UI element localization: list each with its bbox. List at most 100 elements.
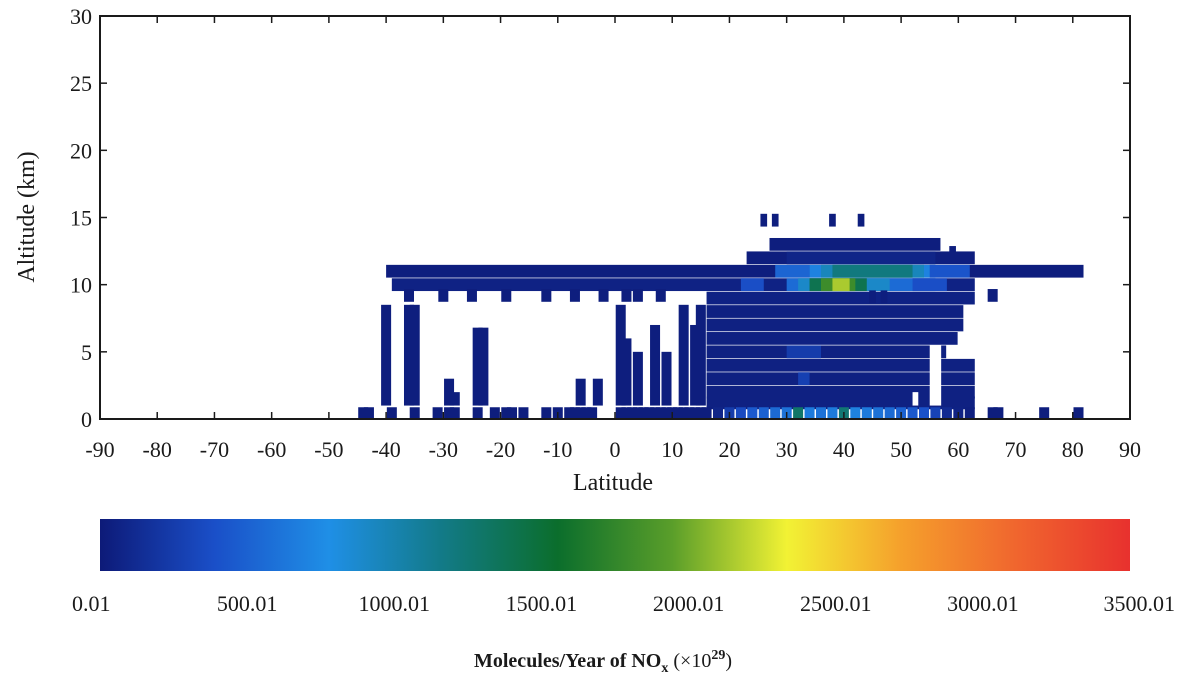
colorbar-label-main: Molecules/Year of NO bbox=[474, 650, 661, 672]
heatmap-cell bbox=[907, 407, 918, 419]
heatmap-hotspot bbox=[740, 278, 764, 292]
heatmap-column bbox=[695, 304, 706, 406]
heatmap-fringe-cell bbox=[403, 289, 415, 302]
heatmap-hotspot bbox=[912, 278, 947, 292]
heatmap-cell bbox=[363, 407, 374, 419]
heatmap-fringe-cell bbox=[598, 289, 609, 302]
heatmap-cell bbox=[684, 407, 695, 419]
heatmap-cell bbox=[621, 407, 632, 419]
heatmap-cell bbox=[501, 407, 512, 419]
x-tick-label: -60 bbox=[257, 437, 286, 462]
x-tick-label: 60 bbox=[947, 437, 969, 462]
colorbar-bar bbox=[100, 519, 1130, 571]
heatmap-cell bbox=[873, 407, 884, 419]
colorbar-tick-label: 1500.01 bbox=[506, 591, 578, 616]
heatmap-fringe-cell bbox=[501, 289, 512, 302]
heatmap-cell bbox=[386, 407, 397, 419]
heatmap-cells bbox=[358, 213, 1084, 419]
x-tick-label: 80 bbox=[1062, 437, 1084, 462]
heatmap-hotspot bbox=[929, 264, 970, 278]
heatmap-cell bbox=[815, 407, 827, 419]
heatmap-fringe-cell bbox=[621, 289, 632, 302]
heatmap-hotspot bbox=[832, 264, 913, 278]
colorbar-tick-label: 3500.01 bbox=[1104, 591, 1176, 616]
heatmap-hotspot bbox=[786, 251, 936, 265]
heatmap-cell bbox=[850, 407, 861, 419]
heatmap-cell bbox=[358, 407, 369, 419]
heatmap-dot bbox=[760, 213, 768, 227]
heatmap-cell bbox=[581, 407, 592, 419]
x-tick-label: -50 bbox=[314, 437, 343, 462]
colorbar-label-exponent: 29 bbox=[711, 648, 725, 663]
heatmap-column bbox=[403, 304, 415, 406]
heatmap-cell bbox=[884, 407, 895, 419]
heatmap-cell bbox=[564, 407, 575, 419]
heatmap-column bbox=[678, 304, 689, 406]
heatmap-row bbox=[706, 396, 975, 410]
heatmap-cell bbox=[918, 407, 930, 419]
plot-area: -90 -80 -70 -60 -50 -40 -30 -20 -10 0 10 20 30 40 50 60… bbox=[14, 4, 1141, 496]
heatmap-row bbox=[386, 264, 1084, 278]
heatmap-fringe-cell bbox=[655, 289, 666, 302]
heatmap-cell bbox=[770, 407, 781, 419]
y-tick-label: 10 bbox=[70, 273, 92, 298]
heatmap-column bbox=[444, 378, 455, 406]
heatmap-column bbox=[621, 338, 632, 406]
y-tick-label: 25 bbox=[70, 71, 92, 96]
heatmap-gap bbox=[912, 392, 919, 406]
y-axis-ticks: 0 5 10 15 20 25 30 bbox=[70, 4, 1130, 432]
heatmap-cell bbox=[804, 407, 815, 419]
heatmap-cell bbox=[1039, 407, 1050, 419]
y-tick-label: 0 bbox=[81, 407, 92, 432]
heatmap-fringe-cell bbox=[569, 289, 580, 302]
heatmap-cell bbox=[964, 407, 975, 419]
x-tick-label: -70 bbox=[200, 437, 229, 462]
heatmap-cell bbox=[638, 407, 649, 419]
heatmap-cell bbox=[712, 407, 724, 419]
heatmap-cell bbox=[489, 407, 500, 419]
y-tick-label: 30 bbox=[70, 4, 92, 29]
heatmap-hotspot bbox=[798, 372, 810, 386]
colorbar-label-close: ) bbox=[725, 650, 732, 672]
x-tick-label: 10 bbox=[661, 437, 683, 462]
heatmap-cell bbox=[575, 407, 586, 419]
x-tick-label: -90 bbox=[85, 437, 114, 462]
x-tick-label: -80 bbox=[143, 437, 172, 462]
x-tick-label: 40 bbox=[833, 437, 855, 462]
heatmap-cell bbox=[735, 407, 746, 419]
heatmap-cell bbox=[793, 407, 804, 419]
heatmap-cell bbox=[655, 407, 666, 419]
y-axis-label: Altitude (km) bbox=[14, 151, 40, 282]
heatmap-row bbox=[706, 372, 975, 386]
x-tick-label: 70 bbox=[1005, 437, 1027, 462]
colorbar-ticks: 0.01 500.01 1000.01 1500.01 2000.01 2500.01 30… bbox=[72, 591, 1175, 616]
heatmap-cell bbox=[541, 407, 552, 419]
x-axis-label: Latitude bbox=[573, 470, 653, 496]
colorbar-tick-label: 1000.01 bbox=[359, 591, 431, 616]
heatmap-cell bbox=[409, 407, 420, 419]
x-tick-label: 50 bbox=[890, 437, 912, 462]
heatmap-row bbox=[706, 385, 975, 399]
heatmap-cell bbox=[432, 407, 443, 419]
heatmap-cell bbox=[672, 407, 683, 419]
heatmap-column bbox=[449, 392, 460, 406]
heatmap-row bbox=[706, 358, 975, 372]
heatmap-column bbox=[575, 378, 586, 406]
x-tick-label: 90 bbox=[1119, 437, 1141, 462]
heatmap-cell bbox=[747, 407, 758, 419]
heatmap-dot bbox=[771, 213, 779, 227]
colorbar-label: Molecules/Year of NOx (×1029) bbox=[474, 648, 732, 676]
heatmap-gap bbox=[929, 345, 942, 406]
heatmap-column bbox=[632, 351, 643, 406]
x-tick-label: -30 bbox=[429, 437, 458, 462]
heatmap-cell bbox=[449, 407, 460, 419]
heatmap-cell bbox=[472, 407, 483, 419]
colorbar-label-subscript: x bbox=[661, 661, 668, 676]
heatmap-dot bbox=[949, 246, 956, 259]
heatmap-fringe-cell bbox=[541, 289, 552, 302]
heatmap-column bbox=[472, 327, 483, 406]
heatmap-cell bbox=[1073, 407, 1084, 419]
heatmap-cell bbox=[661, 407, 672, 419]
heatmap-cell bbox=[650, 407, 661, 419]
heatmap-cell bbox=[930, 407, 941, 419]
